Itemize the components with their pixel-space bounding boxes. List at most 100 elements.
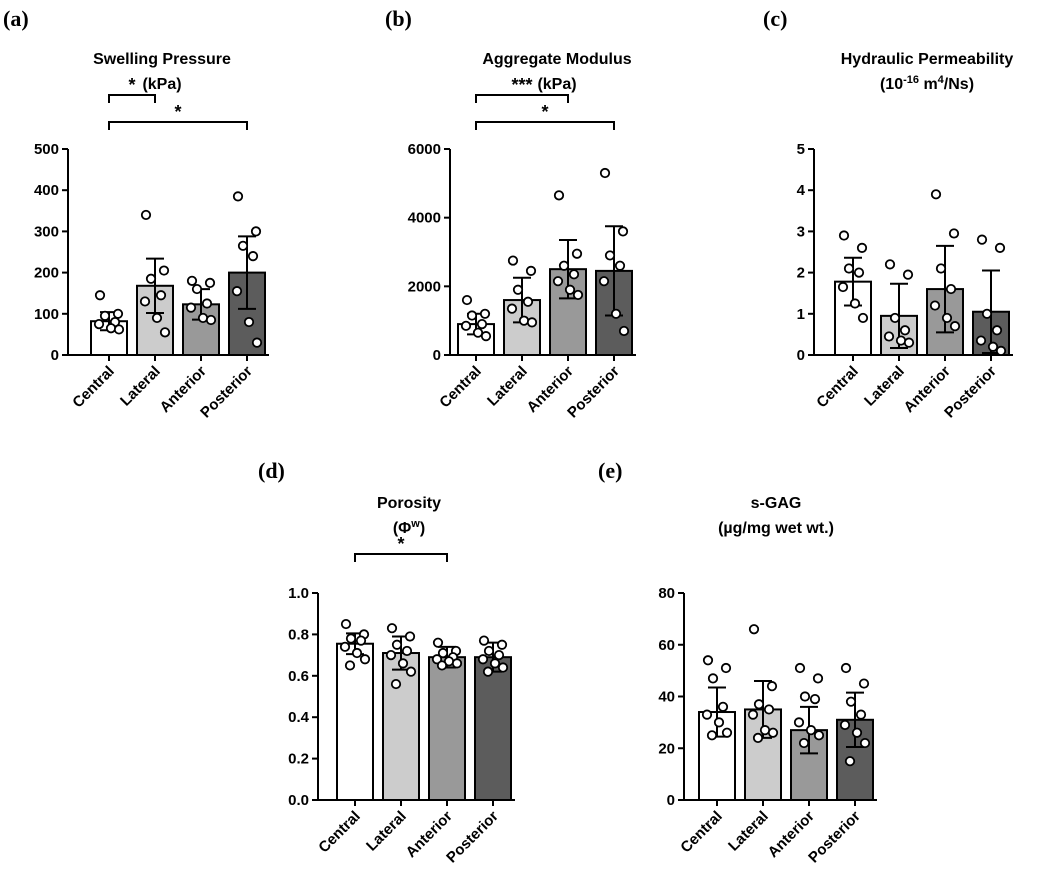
y-tick-label: 300 bbox=[34, 223, 59, 240]
panel-letter: (b) bbox=[385, 6, 412, 31]
data-point bbox=[839, 719, 851, 731]
chart-panel-3: (d) Porosity (Φw) 0.0 0.2 0.4 0.6 0.8 1.0 Central… bbox=[258, 458, 515, 866]
data-point bbox=[489, 658, 501, 669]
data-point bbox=[837, 281, 849, 293]
y-tick-label: 20 bbox=[658, 740, 675, 757]
data-point bbox=[478, 635, 490, 646]
data-point bbox=[250, 226, 262, 237]
data-point bbox=[526, 317, 538, 328]
data-point bbox=[497, 662, 509, 673]
y-tick-label: 0.8 bbox=[288, 626, 309, 643]
data-point bbox=[355, 635, 367, 646]
data-point bbox=[568, 269, 580, 280]
data-point bbox=[753, 699, 765, 710]
significance-label: * bbox=[397, 534, 404, 554]
data-point bbox=[391, 639, 403, 650]
significance-label: * bbox=[174, 102, 181, 122]
data-point bbox=[883, 331, 895, 342]
y-tick-label: 6000 bbox=[408, 141, 441, 158]
data-point bbox=[204, 277, 216, 288]
data-point bbox=[461, 294, 473, 306]
data-point bbox=[702, 655, 714, 666]
chart-subtitle: (kPa) bbox=[142, 76, 181, 93]
data-point bbox=[766, 681, 778, 692]
data-point bbox=[571, 248, 583, 259]
data-point bbox=[247, 251, 259, 262]
y-tick-label: 200 bbox=[34, 265, 59, 282]
data-point bbox=[713, 717, 725, 728]
bar-anterior bbox=[428, 656, 466, 801]
data-point bbox=[480, 331, 492, 342]
data-point bbox=[345, 633, 357, 644]
data-point bbox=[948, 228, 960, 239]
data-point bbox=[976, 234, 988, 245]
data-point bbox=[237, 240, 249, 251]
data-point bbox=[155, 290, 167, 301]
data-point bbox=[610, 308, 622, 319]
data-point bbox=[849, 298, 861, 309]
significance-label: * bbox=[128, 75, 135, 95]
y-tick-label: 60 bbox=[658, 637, 675, 654]
data-point bbox=[477, 654, 489, 665]
data-point bbox=[935, 263, 947, 274]
y-tick-label: 500 bbox=[34, 141, 59, 158]
y-tick-label: 4000 bbox=[408, 210, 441, 227]
chart-panel-1: (b) Aggregate Modulus (kPa) 0 2000 4000 6000 Ce… bbox=[385, 6, 636, 421]
data-point bbox=[390, 678, 402, 690]
data-point bbox=[752, 732, 764, 744]
data-point bbox=[518, 315, 530, 326]
y-tick-label: 0.6 bbox=[288, 668, 309, 685]
data-point bbox=[436, 660, 448, 671]
data-point bbox=[404, 631, 416, 642]
data-point bbox=[93, 318, 105, 330]
data-point bbox=[930, 189, 942, 200]
data-point bbox=[859, 737, 871, 749]
data-point bbox=[351, 647, 363, 659]
data-point bbox=[793, 717, 805, 728]
data-point bbox=[451, 658, 463, 669]
data-point bbox=[855, 709, 867, 720]
data-point bbox=[717, 701, 729, 712]
data-point bbox=[598, 276, 610, 287]
data-point bbox=[105, 323, 117, 334]
data-point bbox=[599, 167, 611, 179]
data-point bbox=[506, 303, 518, 314]
chart-subtitle: (kPa) bbox=[537, 76, 576, 93]
category-label: Central bbox=[813, 363, 862, 412]
data-point bbox=[512, 284, 524, 295]
data-point bbox=[721, 727, 733, 738]
data-point bbox=[483, 645, 495, 657]
data-point bbox=[158, 265, 170, 276]
data-point bbox=[405, 666, 417, 677]
data-point bbox=[857, 312, 869, 324]
y-tick-label: 0.2 bbox=[288, 751, 309, 768]
data-point bbox=[99, 310, 111, 321]
y-tick-label: 0 bbox=[667, 792, 675, 809]
bar-posterior bbox=[474, 656, 512, 801]
y-tick-label: 0 bbox=[51, 347, 59, 364]
data-point bbox=[991, 325, 1003, 336]
data-point bbox=[614, 260, 626, 271]
data-point bbox=[507, 255, 519, 266]
data-point bbox=[572, 289, 584, 301]
data-point bbox=[858, 678, 870, 689]
panel-letter: (a) bbox=[3, 6, 29, 31]
data-point bbox=[359, 654, 371, 665]
y-tick-label: 3 bbox=[797, 223, 805, 240]
data-point bbox=[251, 337, 263, 348]
data-point bbox=[799, 691, 811, 702]
data-point bbox=[201, 298, 213, 309]
bar-lateral bbox=[382, 652, 420, 802]
category-label: Central bbox=[677, 808, 726, 857]
y-tick-label: 4 bbox=[797, 182, 806, 199]
data-point bbox=[197, 312, 209, 324]
data-point bbox=[243, 316, 255, 328]
data-point bbox=[889, 312, 901, 324]
chart-title: s-GAG bbox=[751, 495, 802, 512]
data-point bbox=[231, 286, 243, 297]
data-point bbox=[558, 260, 570, 271]
data-point bbox=[339, 641, 351, 652]
data-point bbox=[747, 709, 759, 720]
chart-title: Aggregate Modulus bbox=[482, 51, 631, 68]
